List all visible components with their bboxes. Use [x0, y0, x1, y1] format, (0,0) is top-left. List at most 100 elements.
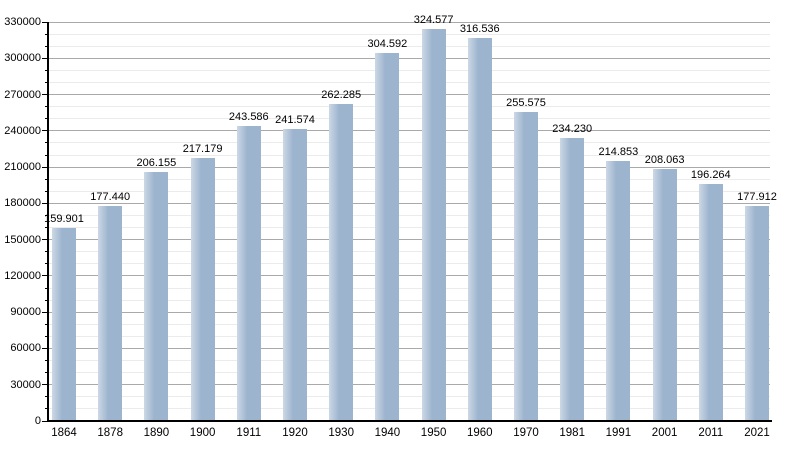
minor-gridline [48, 33, 770, 35]
minor-gridline [48, 190, 770, 192]
minor-gridline [48, 154, 770, 156]
value-label-2021: 177.912 [737, 190, 777, 203]
minor-gridline [48, 45, 770, 47]
x-axis-tick-label-1970: 1970 [513, 427, 539, 439]
bar-2011 [698, 183, 723, 421]
y-major-tick [42, 311, 48, 313]
y-major-tick [42, 347, 48, 349]
y-major-tick [42, 130, 48, 132]
y-major-tick [42, 275, 48, 277]
y-minor-tick [45, 142, 48, 144]
minor-gridline [48, 142, 770, 144]
bar-1920 [283, 128, 307, 421]
y-axis-tick-label: 60000 [10, 342, 41, 355]
value-label-1900: 217.179 [182, 143, 223, 156]
y-major-tick [42, 420, 48, 422]
y-axis-tick-label: 330000 [4, 16, 41, 28]
minor-gridline [48, 251, 770, 253]
minor-gridline [48, 335, 770, 337]
value-label-1911: 243.586 [228, 111, 269, 124]
y-minor-tick [45, 251, 48, 253]
x-axis-tick-label-1890: 1890 [143, 427, 170, 439]
y-minor-tick [45, 372, 48, 374]
major-gridline [48, 21, 770, 23]
y-major-tick [42, 202, 48, 204]
minor-gridline [48, 299, 770, 301]
y-major-tick [42, 166, 48, 168]
y-minor-tick [45, 118, 48, 120]
value-label-1890: 206.155 [136, 156, 177, 169]
bar-1890 [144, 171, 169, 421]
y-minor-tick [45, 335, 48, 337]
bar-1930 [329, 103, 354, 421]
minor-gridline [48, 287, 770, 289]
y-minor-tick [45, 190, 48, 192]
y-major-tick [42, 94, 48, 96]
value-label-1960: 316.536 [459, 23, 500, 36]
y-minor-tick [45, 299, 48, 301]
y-minor-tick [45, 214, 48, 216]
y-axis-tick-label: 30000 [10, 378, 41, 391]
minor-gridline [48, 227, 770, 229]
x-axis-tick-label-1991: 1991 [605, 427, 632, 439]
major-gridline [48, 347, 770, 349]
x-axis-tick-label-1878: 1878 [97, 427, 123, 439]
y-axis-tick-label: 150000 [4, 233, 41, 246]
x-axis-tick-label-2011: 2011 [698, 427, 724, 439]
y-axis-line [47, 22, 49, 422]
value-label-1920: 241.574 [275, 113, 315, 126]
minor-gridline [48, 323, 770, 325]
y-minor-tick [45, 360, 48, 362]
y-axis-tick-label: 210000 [4, 161, 41, 174]
x-axis-tick-label-1911: 1911 [236, 427, 262, 439]
y-axis-tick-label: 270000 [4, 88, 41, 101]
value-label-1930: 262.285 [321, 88, 362, 101]
value-label-1981: 234.230 [552, 122, 593, 135]
y-minor-tick [45, 396, 48, 398]
value-label-2001: 208.063 [644, 154, 685, 167]
y-major-tick [42, 239, 48, 241]
bar-1864 [52, 227, 76, 421]
major-gridline [48, 202, 770, 204]
y-axis-tick-label: 90000 [10, 306, 41, 319]
major-gridline [48, 275, 770, 277]
bar-1991 [606, 161, 631, 421]
bar-1911 [236, 126, 261, 421]
x-axis-tick-label-1960: 1960 [467, 427, 493, 439]
y-major-tick [42, 384, 48, 386]
bar-1970 [514, 111, 538, 421]
value-label-1950: 324.577 [413, 13, 454, 26]
y-minor-tick [45, 408, 48, 410]
bar-1981 [560, 137, 585, 421]
major-gridline [48, 311, 770, 313]
bar-1960 [467, 38, 492, 421]
y-minor-tick [45, 227, 48, 229]
y-minor-tick [45, 81, 48, 83]
major-gridline [48, 384, 770, 386]
x-axis-line [47, 420, 772, 422]
y-axis-tick-label: 120000 [4, 269, 41, 282]
value-label-1864: 159.901 [44, 212, 84, 225]
minor-gridline [48, 263, 770, 265]
x-axis-tick-label-2021: 2021 [744, 427, 770, 439]
x-axis-tick-label-1920: 1920 [282, 427, 308, 439]
y-axis-tick-label: 0 [34, 415, 41, 427]
y-major-tick [42, 57, 48, 59]
x-axis-tick-label-1981: 1981 [559, 427, 585, 439]
minor-gridline [48, 396, 770, 398]
bar-1900 [190, 158, 215, 421]
major-gridline [48, 94, 770, 96]
value-label-1970: 255.575 [506, 96, 546, 109]
x-axis-tick-label-1864: 1864 [51, 427, 77, 439]
bar-2021 [745, 205, 769, 421]
y-major-tick [42, 21, 48, 23]
value-label-1991: 214.853 [598, 146, 639, 159]
bar-1950 [421, 28, 446, 421]
minor-gridline [48, 360, 770, 362]
y-axis-tick-label: 180000 [4, 197, 41, 210]
minor-gridline [48, 106, 770, 108]
major-gridline [48, 130, 770, 132]
minor-gridline [48, 408, 770, 410]
bar-1878 [98, 206, 123, 421]
y-minor-tick [45, 323, 48, 325]
